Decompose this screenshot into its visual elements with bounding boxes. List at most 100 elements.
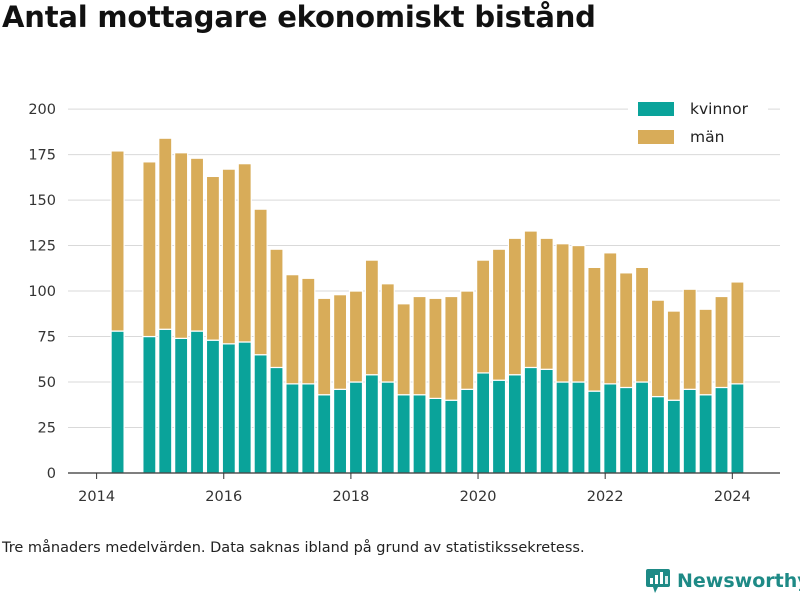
legend-label: män (690, 128, 724, 146)
bar-man (285, 274, 300, 385)
bars (110, 137, 745, 474)
bar-man (142, 161, 157, 338)
bar-kvinnor (539, 368, 554, 474)
bar-man (237, 163, 252, 343)
bar-kvinnor (650, 395, 666, 474)
x-tick-label: 2020 (460, 489, 497, 505)
bar-man (364, 259, 379, 376)
bar-kvinnor (269, 366, 284, 474)
bar-man (571, 244, 586, 383)
bar-kvinnor (253, 354, 268, 474)
bar-man (380, 283, 395, 383)
bar-kvinnor (221, 343, 236, 474)
bar-man (428, 297, 443, 400)
chart-title: Antal mottagare ekonomiskt bistånd (2, 0, 596, 34)
brand: Newsworthy (645, 568, 800, 594)
y-tick-label: 200 (28, 102, 56, 118)
bar-man (269, 248, 284, 369)
bar-kvinnor (332, 388, 348, 474)
footnote: Tre månaders medelvärden. Data saknas ib… (2, 540, 585, 556)
bar-man (555, 243, 570, 383)
bar-man (619, 272, 634, 389)
bar-kvinnor (110, 330, 125, 474)
bar-man (698, 308, 713, 396)
bar-kvinnor (189, 330, 205, 474)
bar-man (682, 288, 697, 390)
bar-kvinnor (317, 394, 332, 474)
bar-man (174, 152, 189, 339)
bar-kvinnor (666, 399, 681, 474)
bar-kvinnor (158, 328, 173, 474)
bar-kvinnor (523, 366, 538, 474)
bar-kvinnor (619, 386, 634, 474)
bar-man (603, 252, 618, 385)
bar-man (317, 297, 332, 396)
bar-man (221, 168, 236, 345)
y-tick-label: 100 (28, 284, 56, 300)
x-tick-label: 2016 (205, 489, 242, 505)
bar-man (523, 230, 538, 369)
bar-man (348, 290, 364, 383)
bar-man (301, 277, 316, 385)
bar-man (460, 290, 475, 390)
y-tick-label: 0 (47, 466, 56, 482)
bar-man (396, 303, 411, 396)
bar-kvinnor (507, 374, 523, 474)
bar-kvinnor (174, 337, 189, 474)
axes: 0 25 50 75 100 125 150 175 200 2014 2016 2018 2020 20… (28, 102, 780, 505)
bar-kvinnor (491, 379, 507, 474)
legend-swatch (638, 130, 674, 144)
y-tick-label: 50 (38, 375, 56, 391)
newsworthy-logo-icon (646, 569, 670, 593)
bar-kvinnor (396, 394, 411, 474)
x-tick-label: 2024 (714, 489, 751, 505)
bar-kvinnor (698, 394, 713, 474)
bar-man (444, 295, 459, 401)
bar-kvinnor (428, 397, 443, 474)
bar-man (730, 281, 745, 385)
bar-kvinnor (412, 394, 427, 474)
bar-kvinnor (460, 388, 475, 474)
bar-man (587, 266, 602, 392)
bar-kvinnor (348, 381, 364, 474)
bar-kvinnor (603, 383, 618, 474)
y-tick-label: 75 (38, 330, 56, 346)
bar-man (332, 294, 348, 390)
bar-kvinnor (555, 381, 570, 474)
bar-man (253, 208, 268, 356)
y-tick-label: 175 (28, 148, 56, 164)
x-tick-label: 2014 (78, 489, 115, 505)
bar-kvinnor (587, 390, 602, 474)
bar-kvinnor (634, 381, 650, 474)
bar-man (412, 295, 427, 396)
bar-kvinnor (364, 374, 379, 474)
legend-swatch (638, 102, 674, 116)
bar-man (650, 299, 666, 398)
bar-kvinnor (571, 381, 586, 474)
bar-kvinnor (237, 341, 252, 474)
bar-kvinnor (285, 383, 300, 474)
bar-kvinnor (380, 381, 395, 474)
brand-name: Newsworthy (677, 570, 800, 592)
bar-man (205, 175, 221, 341)
bar-man (476, 259, 491, 374)
bar-kvinnor (142, 335, 157, 474)
x-tick-label: 2018 (332, 489, 369, 505)
legend-label: kvinnor (690, 100, 749, 118)
x-tick-label: 2022 (587, 489, 624, 505)
bar-kvinnor (205, 339, 221, 474)
bar-man (110, 150, 125, 332)
bar-kvinnor (301, 383, 316, 474)
legend: kvinnor män (628, 94, 768, 152)
bar-kvinnor (476, 372, 491, 474)
bar-man (189, 157, 205, 332)
y-tick-label: 150 (28, 193, 56, 209)
y-tick-label: 25 (38, 421, 56, 437)
bar-man (666, 310, 681, 401)
bar-man (507, 237, 523, 376)
bar-man (491, 248, 507, 381)
bar-man (539, 237, 554, 370)
bar-kvinnor (730, 383, 745, 474)
bar-kvinnor (714, 386, 729, 474)
